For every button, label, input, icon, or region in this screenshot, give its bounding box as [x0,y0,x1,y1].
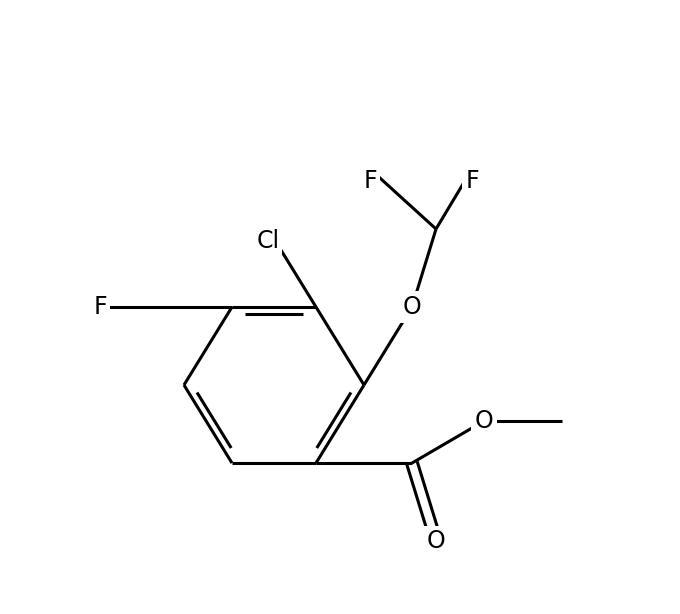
Text: F: F [93,295,107,319]
Text: O: O [426,529,445,553]
Text: O: O [403,295,422,319]
Text: F: F [465,169,479,193]
Text: F: F [363,169,377,193]
Text: Cl: Cl [256,229,279,253]
Text: O: O [475,409,494,433]
